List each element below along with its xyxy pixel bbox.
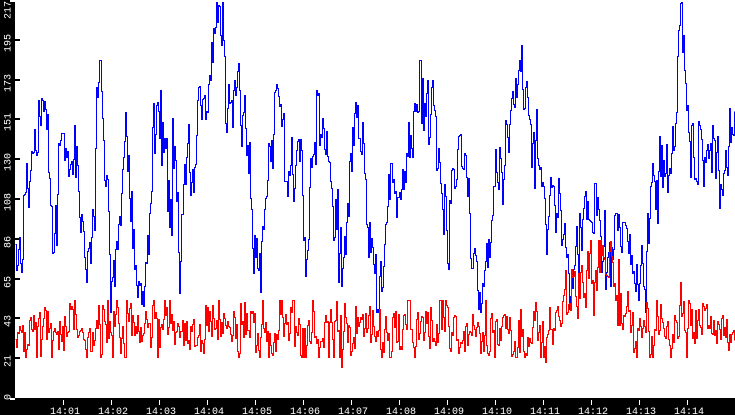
svg-text:14:11: 14:11 (530, 407, 560, 415)
svg-text:43: 43 (4, 315, 15, 327)
svg-text:21: 21 (4, 355, 15, 367)
svg-text:14:12: 14:12 (578, 407, 608, 415)
svg-text:14:01: 14:01 (50, 407, 80, 415)
svg-text:14:09: 14:09 (434, 407, 464, 415)
svg-text:14:08: 14:08 (386, 407, 416, 415)
svg-text:108: 108 (4, 193, 15, 211)
svg-text:14:04: 14:04 (194, 407, 224, 415)
svg-text:86: 86 (4, 236, 15, 248)
svg-text:151: 151 (4, 113, 15, 131)
svg-text:14:10: 14:10 (482, 407, 512, 415)
svg-text:14:06: 14:06 (290, 407, 320, 415)
svg-text:217: 217 (4, 1, 15, 19)
svg-text:14:05: 14:05 (242, 407, 272, 415)
svg-text:195: 195 (4, 34, 15, 52)
svg-text:14:14: 14:14 (674, 407, 704, 415)
svg-text:0: 0 (4, 394, 15, 400)
svg-text:65: 65 (4, 276, 15, 288)
svg-text:14:03: 14:03 (146, 407, 176, 415)
svg-text:14:13: 14:13 (626, 407, 656, 415)
svg-text:130: 130 (4, 153, 15, 171)
svg-text:14:07: 14:07 (338, 407, 368, 415)
svg-text:173: 173 (4, 74, 15, 92)
svg-text:14:02: 14:02 (98, 407, 128, 415)
